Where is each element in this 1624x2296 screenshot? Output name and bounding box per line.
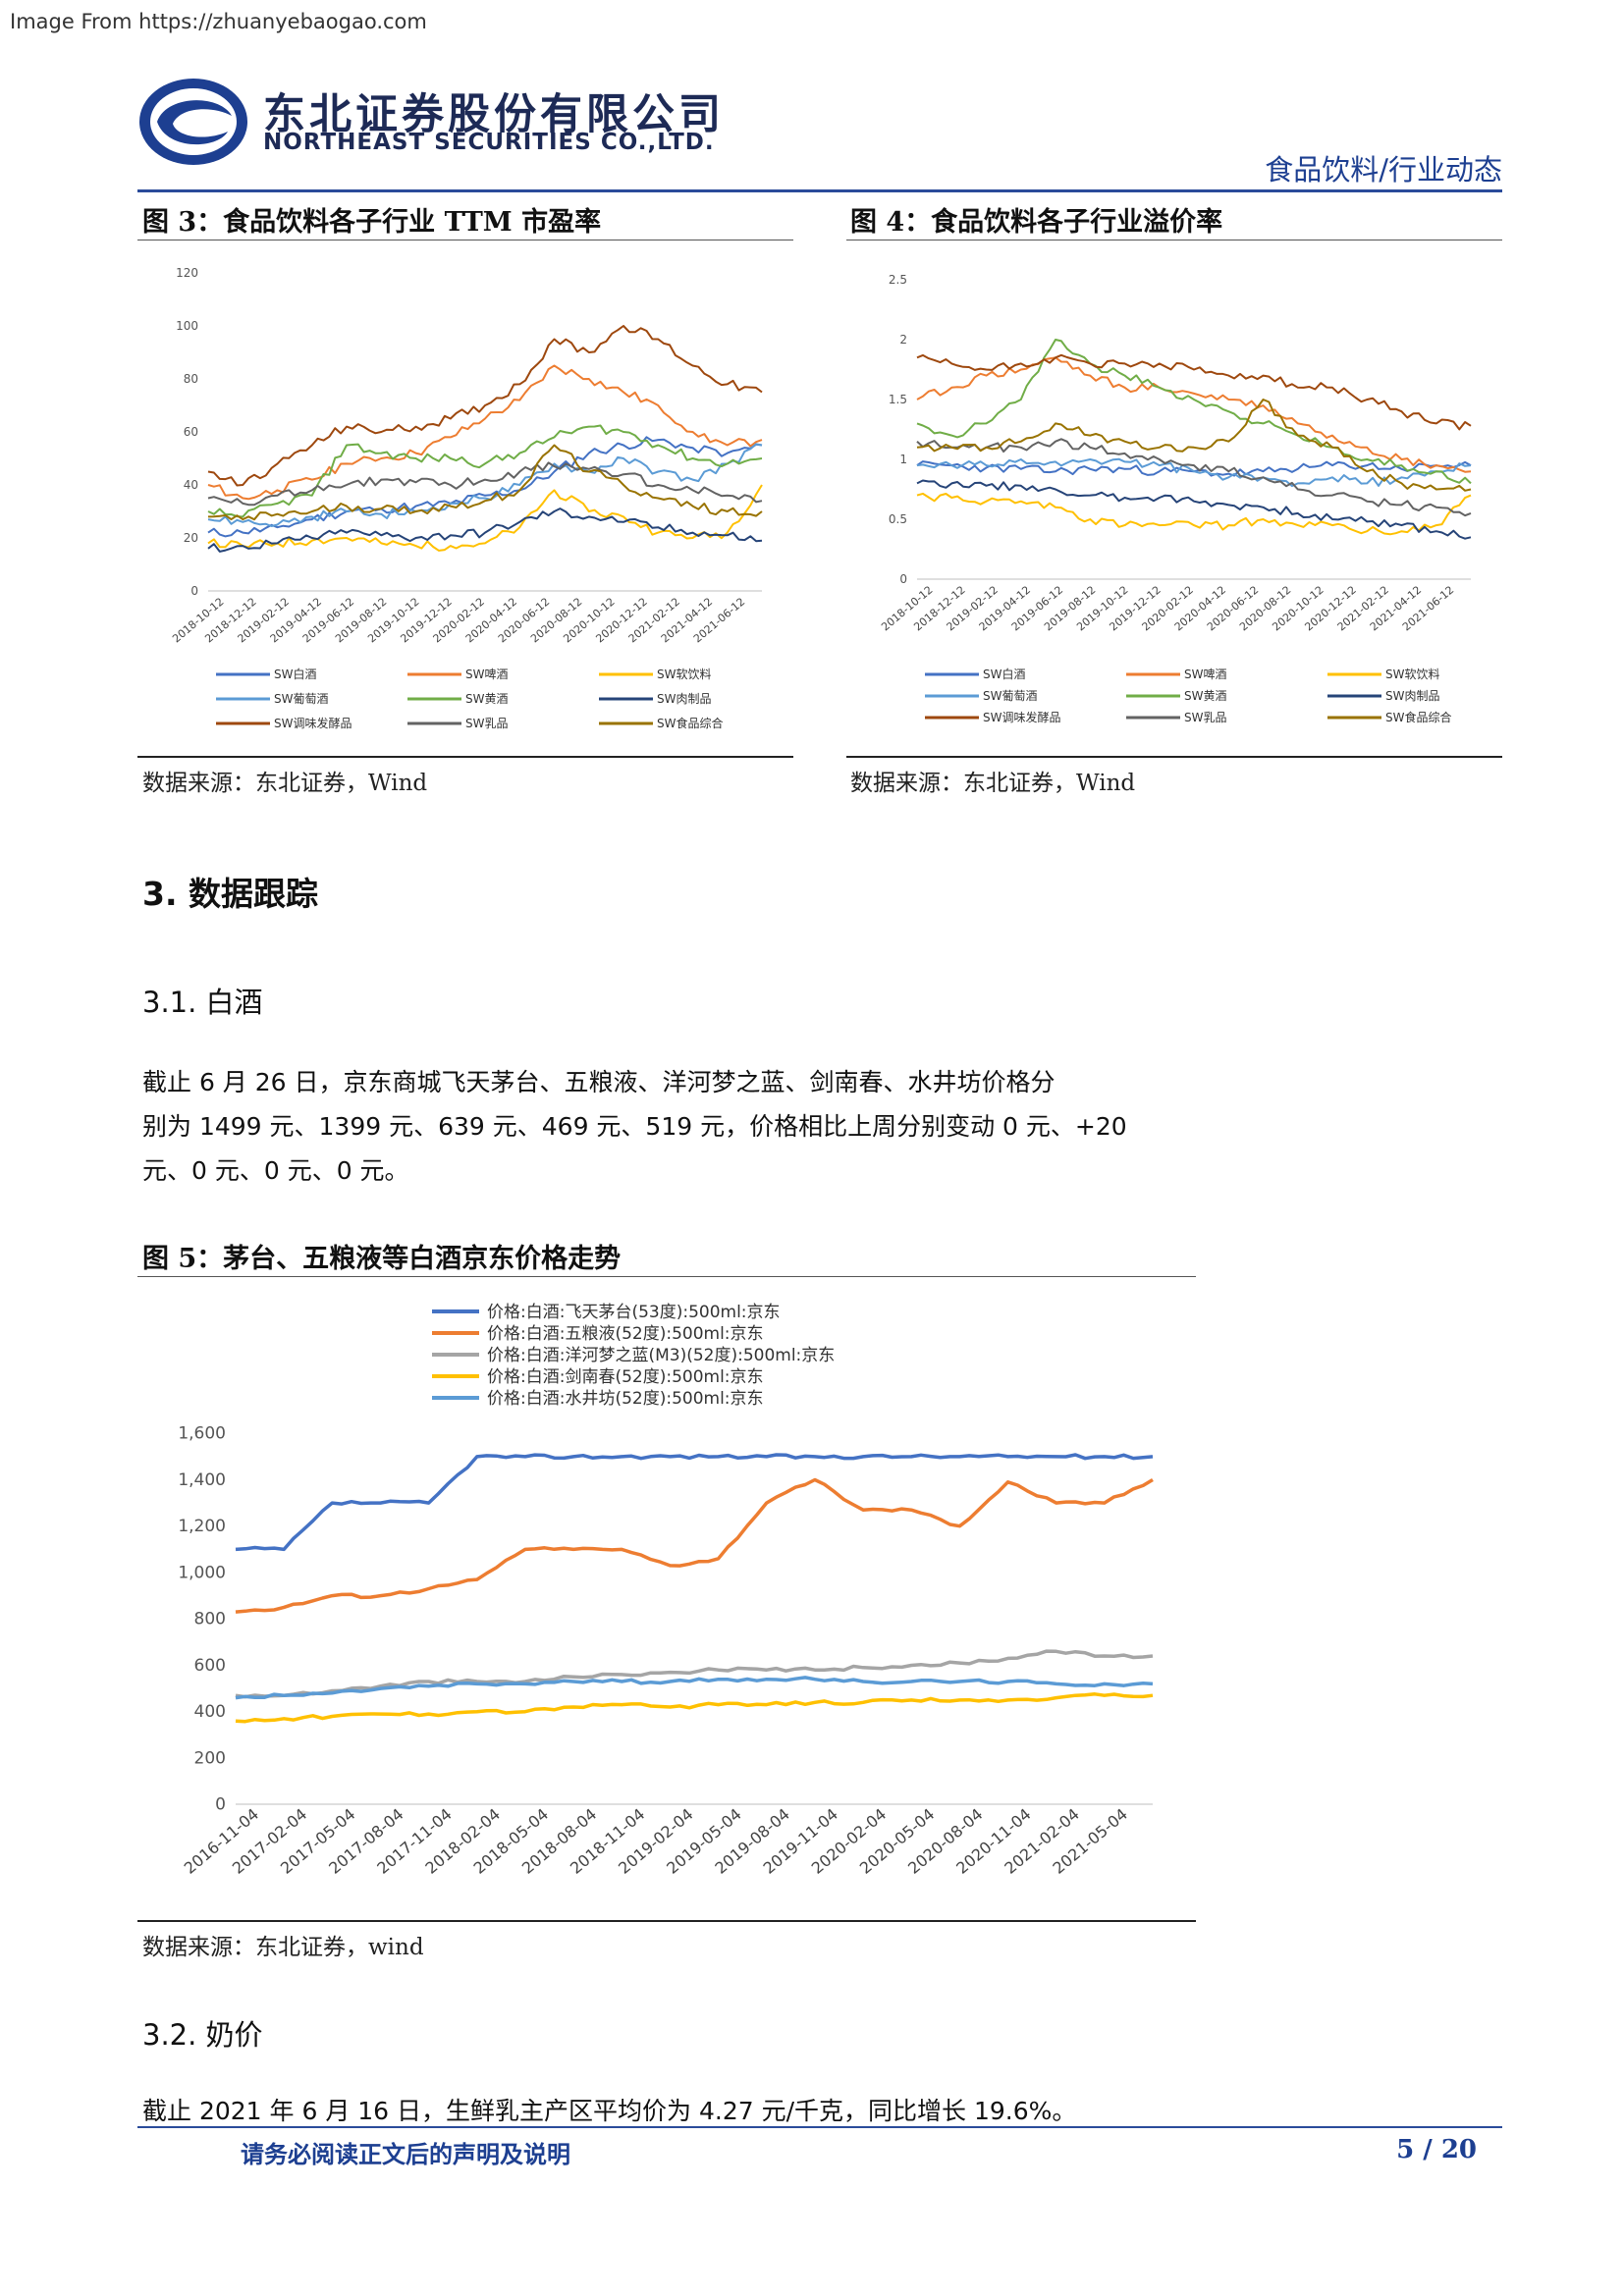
series-line: [916, 339, 1472, 485]
y-tick-label: 20: [184, 531, 198, 545]
y-tick-label: 1,400: [178, 1470, 226, 1490]
legend-label: SW白酒: [274, 667, 316, 681]
y-tick-label: 1,600: [178, 1424, 226, 1444]
legend-label: SW调味发酵品: [983, 710, 1060, 724]
legend-label: SW葡萄酒: [274, 692, 328, 706]
footer-disclaimer: 请务必阅读正文后的声明及说明: [241, 2140, 570, 2168]
header-divider: [137, 189, 1502, 192]
y-tick-label: 60: [184, 425, 198, 439]
company-name-cn: 东北证券股份有限公司: [263, 90, 725, 139]
series-line: [916, 356, 1472, 473]
legend-label: 价格:白酒:剑南春(52度):500ml:京东: [487, 1367, 764, 1387]
series-line: [235, 1649, 1154, 1699]
legend-label: SW葡萄酒: [983, 689, 1037, 703]
fig5-bottom-rule: [137, 1920, 1196, 1922]
footer-divider: [137, 2126, 1502, 2128]
milk-paragraph: 截止 2021 年 6 月 16 日，生鲜乳主产区平均价为 4.27 元/千克，…: [142, 2097, 1077, 2125]
legend-label: SW啤酒: [1184, 667, 1226, 681]
y-tick-label: 800: [194, 1610, 226, 1629]
series-line: [207, 364, 763, 501]
subsection-baijiu-heading: 3.1. 白酒: [142, 986, 263, 1019]
y-tick-label: 600: [194, 1656, 226, 1676]
series-line: [235, 1676, 1154, 1700]
y-tick-label: 100: [176, 319, 198, 333]
y-tick-label: 2: [899, 333, 907, 347]
fig3-chart: 0204060801001202018-10-122018-12-122019-…: [170, 266, 763, 730]
series-line: [916, 438, 1472, 517]
series-line: [207, 424, 763, 518]
company-name-en: NORTHEAST SECURITIES CO.,LTD.: [263, 130, 715, 155]
series-line: [207, 507, 763, 553]
y-tick-label: 0: [190, 584, 198, 598]
series-line: [235, 1477, 1154, 1614]
page-number: 5 / 20: [1396, 2135, 1477, 2164]
series-line: [207, 325, 763, 487]
baijiu-paragraph-line-3: 元、0 元、0 元、0 元。: [142, 1156, 409, 1185]
source-banner: Image From https://zhuanyebaogao.com: [10, 10, 427, 33]
report-section-label: 食品饮料/行业动态: [1265, 153, 1502, 187]
y-tick-label: 120: [176, 266, 198, 280]
series-line: [207, 444, 763, 521]
y-tick-label: 0: [899, 572, 907, 586]
series-line: [916, 353, 1472, 431]
company-logo-icon: [139, 79, 247, 165]
y-tick-label: 0: [215, 1795, 226, 1815]
fig4-chart: 00.511.522.52018-10-122018-12-122019-02-…: [879, 273, 1472, 724]
fig5-title-rule: [137, 1276, 1196, 1277]
y-tick-label: 0.5: [889, 512, 907, 526]
y-tick-label: 400: [194, 1702, 226, 1722]
legend-label: 价格:白酒:水井坊(52度):500ml:京东: [487, 1389, 764, 1409]
legend-label: SW乳品: [1184, 711, 1226, 724]
fig3-source: 数据来源：东北证券，Wind: [142, 771, 428, 796]
fig4-title: 图 4：食品饮料各子行业溢价率: [850, 207, 1223, 238]
legend-label: SW黄酒: [1184, 689, 1226, 703]
fig4-bottom-rule: [846, 756, 1502, 758]
series-line: [916, 492, 1472, 536]
legend-label: SW肉制品: [1385, 689, 1439, 703]
y-tick-label: 40: [184, 478, 198, 492]
legend-label: 价格:白酒:洋河梦之蓝(M3)(52度):500ml:京东: [487, 1346, 835, 1365]
y-tick-label: 1,200: [178, 1517, 226, 1536]
legend-label: SW白酒: [983, 667, 1025, 681]
series-line: [916, 460, 1472, 477]
y-tick-label: 1.5: [889, 393, 907, 406]
fig4-source: 数据来源：东北证券，Wind: [850, 771, 1136, 796]
fig5-source: 数据来源：东北证券，wind: [142, 1935, 424, 1960]
legend-label: SW黄酒: [465, 692, 508, 706]
section-heading: 3. 数据跟踪: [142, 875, 318, 913]
legend-label: SW啤酒: [465, 667, 508, 681]
baijiu-paragraph-line-1: 截止 6 月 26 日，京东商城飞天茅台、五粮液、洋河梦之蓝、剑南春、水井坊价格…: [142, 1068, 1056, 1096]
series-line: [235, 1453, 1154, 1552]
series-line: [207, 443, 763, 527]
y-tick-label: 80: [184, 372, 198, 386]
y-tick-label: 1: [899, 453, 907, 466]
legend-label: SW乳品: [465, 717, 508, 730]
legend-label: 价格:白酒:五粮液(52度):500ml:京东: [487, 1324, 764, 1344]
series-line: [916, 399, 1472, 492]
series-line: [916, 457, 1472, 488]
legend-label: SW软饮料: [1385, 667, 1439, 681]
series-line: [916, 479, 1472, 540]
y-tick-label: 1,000: [178, 1563, 226, 1582]
y-tick-label: 200: [194, 1748, 226, 1768]
legend-label: SW调味发酵品: [274, 716, 352, 730]
legend-label: SW肉制品: [657, 692, 711, 706]
legend-label: SW软饮料: [657, 667, 711, 681]
baijiu-paragraph-line-2: 别为 1499 元、1399 元、639 元、469 元、519 元，价格相比上…: [142, 1112, 1127, 1141]
y-tick-label: 2.5: [889, 273, 907, 287]
series-line: [235, 1692, 1154, 1724]
legend-label: SW食品综合: [1385, 710, 1451, 724]
fig3-title: 图 3：食品饮料各子行业 TTM 市盈率: [142, 207, 602, 238]
baijiu-paragraph: 截止 6 月 26 日，京东商城飞天茅台、五粮液、洋河梦之蓝、剑南春、水井坊价格…: [142, 1060, 1203, 1193]
series-line: [207, 484, 763, 552]
legend-label: 价格:白酒:飞天茅台(53度):500ml:京东: [487, 1303, 781, 1322]
subsection-milk-heading: 3.2. 奶价: [142, 2018, 263, 2052]
legend-label: SW食品综合: [657, 716, 723, 730]
fig3-bottom-rule: [137, 756, 793, 758]
series-line: [207, 461, 763, 507]
fig5-chart: 价格:白酒:飞天茅台(53度):500ml:京东价格:白酒:五粮液(52度):5…: [178, 1303, 1154, 1878]
fig5-title: 图 5：茅台、五粮液等白酒京东价格走势: [142, 1244, 622, 1274]
